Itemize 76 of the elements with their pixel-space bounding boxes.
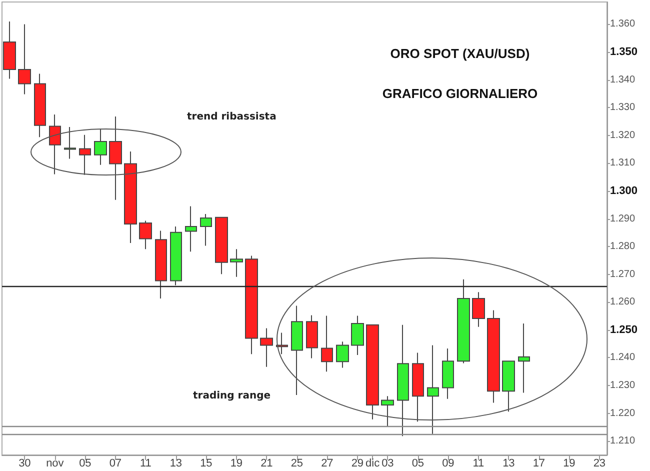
y-tick-label: 1.230: [610, 380, 636, 392]
x-tick-label: 11: [472, 458, 484, 470]
annotation: trading range: [193, 390, 271, 402]
candlestick: [139, 220, 152, 250]
x-tick-label: 17: [532, 458, 546, 470]
candlestick: [427, 344, 439, 434]
x-tick-label: 09: [442, 458, 454, 470]
annotation: trend ribassista: [187, 112, 276, 122]
candlestick: [94, 128, 107, 166]
candlestick: [518, 323, 530, 394]
y-tick-label: 1.260: [610, 296, 636, 308]
candlestick: [336, 341, 349, 368]
candlestick: [3, 20, 16, 80]
y-tick-label: 1.340: [610, 74, 636, 86]
candlestick: [200, 214, 212, 246]
candlestick: [109, 116, 122, 200]
candlestick: [381, 396, 394, 428]
x-tick-label: 30: [18, 458, 31, 470]
candlestick: [502, 360, 515, 412]
y-tick-label: 1.330: [610, 102, 636, 114]
x-tick-label: 13: [502, 458, 515, 470]
x-tick-label: 23: [593, 458, 606, 470]
candlestick: [34, 73, 46, 138]
x-tick-label: 25: [290, 458, 304, 470]
candlestick: [260, 328, 273, 368]
y-tick-label: 1.360: [610, 18, 636, 30]
candlestick: [412, 352, 424, 422]
y-tick-label: 1.270: [610, 268, 636, 280]
candlestick: [230, 248, 243, 278]
x-tick-label: nov: [46, 458, 64, 470]
x-tick-label: 11: [140, 458, 152, 470]
y-tick-label: 1.350: [610, 46, 638, 58]
candlestick: [64, 126, 76, 160]
candlestick: [472, 292, 485, 328]
x-tick-label: 13: [170, 458, 182, 470]
y-tick-label: 1.210: [610, 436, 636, 447]
candlestick: [351, 315, 364, 356]
y-tick-label: 1.310: [610, 158, 636, 169]
candlestick: [18, 24, 31, 95]
candlestick: [245, 255, 258, 355]
y-tick-label: 1.300: [610, 184, 638, 197]
y-tick-label: 1.280: [610, 241, 636, 252]
candlestick: [124, 151, 137, 244]
candlestick: [170, 226, 182, 286]
text: GRAFICO GIORNALIERO: [382, 86, 538, 101]
text: ORO SPOT (XAU/USD): [390, 46, 530, 61]
x-tick-label: 15: [200, 458, 212, 470]
x-tick-label: 19: [563, 458, 576, 470]
y-tick-label: 1.220: [610, 408, 636, 419]
candlestick: [276, 332, 288, 355]
x-tick-label: 05: [412, 458, 424, 470]
x-tick-label: 19: [230, 458, 243, 470]
candlestick: [215, 216, 228, 275]
candlestick: [487, 310, 500, 404]
candlestick: [306, 314, 318, 359]
x-tick-label: dic: [366, 458, 380, 470]
y-tick-label: 1.250: [610, 324, 638, 336]
y-tick-label: 1.290: [610, 213, 636, 224]
x-tick-label: 21: [260, 458, 273, 470]
candlestick: [397, 324, 409, 437]
x-tick-label: 27: [321, 458, 334, 470]
candlestick: [291, 305, 303, 396]
candlestick: [457, 278, 470, 364]
y-tick-label: 1.320: [610, 130, 636, 141]
y-tick-label: 1.240: [610, 352, 636, 364]
x-tick-label: 29: [351, 458, 364, 470]
candlestick: [366, 324, 379, 420]
candlestick: [49, 114, 61, 175]
candlestick: [321, 315, 333, 372]
candlestick: [185, 206, 197, 252]
x-tick-label: 05: [79, 458, 92, 470]
candlestick: [79, 134, 91, 176]
candlestick: [442, 348, 454, 400]
candlestick: [155, 230, 167, 300]
x-tick-label: 03: [382, 458, 394, 470]
x-tick-label: 07: [109, 458, 122, 470]
